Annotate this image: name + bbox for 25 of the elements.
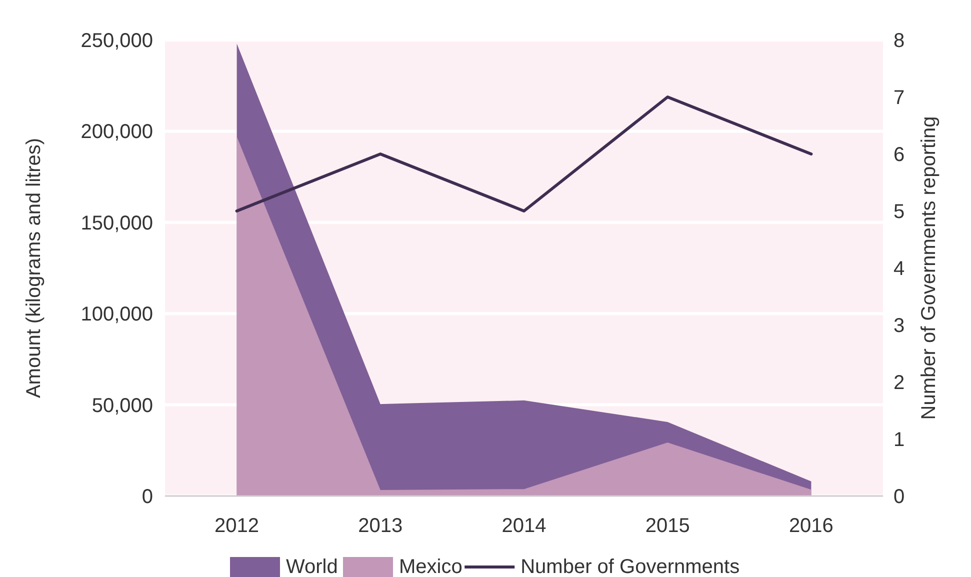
y2-tick-label: 6: [893, 144, 905, 166]
legend-label: Number of Governments: [520, 556, 740, 577]
x-tick-label: 2014: [502, 515, 546, 537]
y-tick-label: 200,000: [80, 121, 153, 144]
y-tick-label: 50,000: [92, 394, 153, 417]
y-tick-label: 100,000: [80, 304, 153, 326]
y2-tick-label: 3: [893, 315, 905, 337]
y2-tick-label: 8: [893, 30, 905, 52]
legend-label: Mexico: [399, 556, 462, 577]
x-tick-label: 2016: [788, 515, 834, 537]
y2-tick-label: 4: [893, 258, 905, 280]
y2-tick-label: 2: [893, 372, 905, 394]
y2-tick-label: 1: [893, 429, 905, 451]
legend-label: World: [286, 556, 338, 577]
y2-tick-label: 7: [893, 87, 905, 109]
x-tick-label: 2012: [214, 515, 260, 537]
y-axis-title: Amount (kilograms and litres): [23, 138, 45, 398]
y-tick-label: 150,000: [80, 212, 153, 234]
y2-axis-title: Number of Governments reporting: [918, 116, 940, 420]
y2-tick-label: 5: [893, 201, 905, 223]
y2-tick-label: 0: [893, 486, 905, 508]
y-tick-label: 0: [142, 486, 153, 508]
y-tick-label: 250,000: [80, 30, 153, 52]
x-tick-label: 2013: [358, 515, 403, 537]
x-tick-label: 2015: [645, 515, 690, 537]
